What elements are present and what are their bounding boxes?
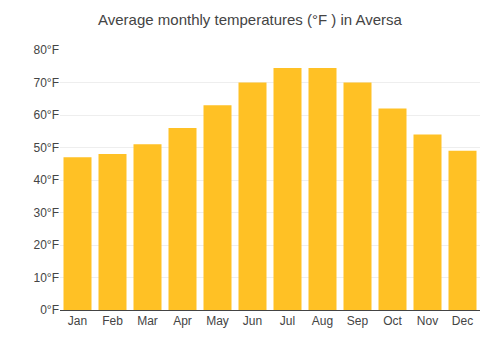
svg-text:80°F: 80°F (34, 43, 59, 57)
svg-text:10°F: 10°F (34, 271, 59, 285)
svg-text:Sep: Sep (347, 314, 369, 328)
svg-text:40°F: 40°F (34, 173, 59, 187)
svg-text:May: May (206, 314, 229, 328)
svg-text:0°F: 0°F (40, 303, 59, 317)
svg-text:Dec: Dec (452, 314, 473, 328)
svg-text:Jun: Jun (243, 314, 262, 328)
svg-text:Jan: Jan (68, 314, 87, 328)
svg-text:Feb: Feb (102, 314, 123, 328)
svg-text:Jul: Jul (280, 314, 295, 328)
svg-text:Aug: Aug (312, 314, 333, 328)
svg-text:20°F: 20°F (34, 238, 59, 252)
svg-text:50°F: 50°F (34, 141, 59, 155)
svg-text:60°F: 60°F (34, 108, 59, 122)
svg-text:Apr: Apr (173, 314, 192, 328)
svg-text:Oct: Oct (383, 314, 402, 328)
svg-text:Nov: Nov (417, 314, 438, 328)
svg-text:30°F: 30°F (34, 206, 59, 220)
svg-text:Average monthly temperatures (: Average monthly temperatures (°F ) in Av… (98, 11, 403, 28)
svg-text:70°F: 70°F (34, 76, 59, 90)
svg-text:Mar: Mar (137, 314, 158, 328)
